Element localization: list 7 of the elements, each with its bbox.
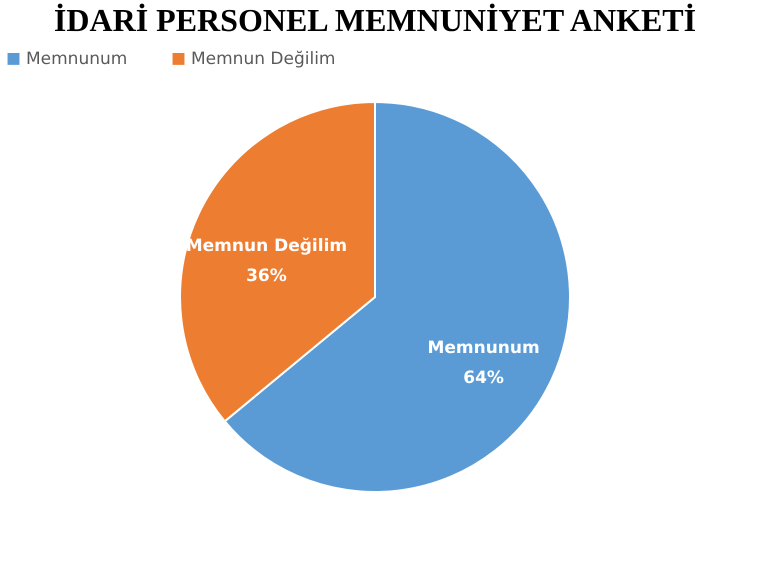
chart-title: İDARİ PERSONEL MEMNUNİYET ANKETİ [54,2,696,38]
data-label: 64% [463,368,504,388]
slice-label: Memnun Değilim [186,236,348,256]
legend-label: Memnun Değilim [191,48,336,69]
slice-label: Memnunum [427,338,540,358]
data-label: 36% [246,266,287,286]
legend-label: Memnunum [26,48,128,69]
